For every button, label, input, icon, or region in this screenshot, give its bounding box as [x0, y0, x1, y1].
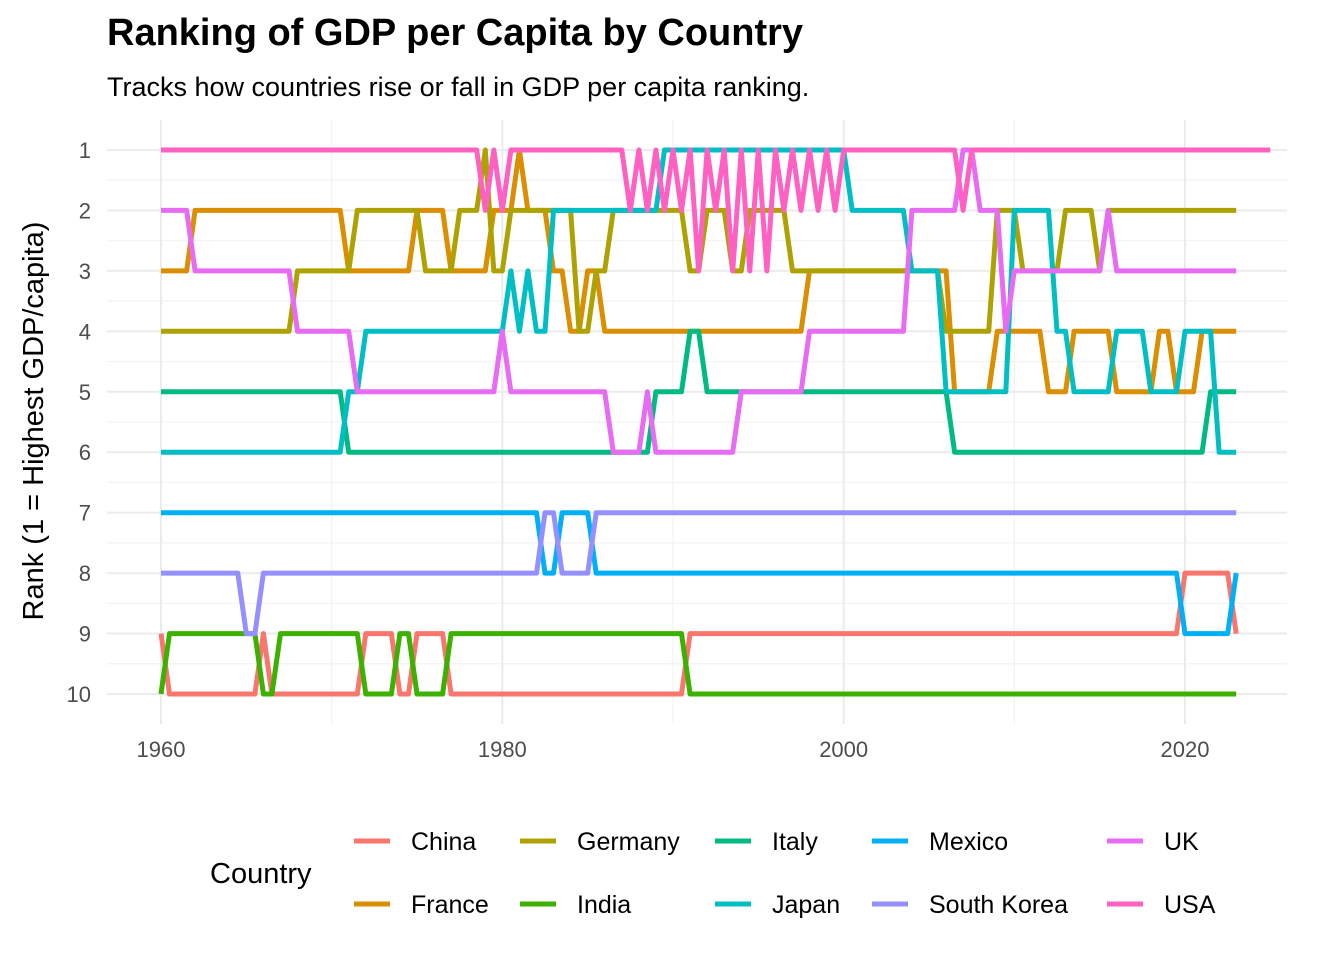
- y-tick-label: 7: [79, 501, 91, 526]
- y-tick-label: 2: [79, 198, 91, 223]
- chart-subtitle: Tracks how countries rise or fall in GDP…: [107, 72, 810, 102]
- legend-item: India: [520, 891, 631, 919]
- legend-item: France: [354, 891, 489, 919]
- y-tick-label: 1: [79, 138, 91, 163]
- legend-label: Mexico: [929, 828, 1008, 856]
- legend-title: Country: [210, 858, 312, 890]
- y-tick-label: 5: [79, 380, 91, 405]
- legend-item: Mexico: [872, 828, 1008, 856]
- legend-item: China: [354, 828, 476, 856]
- legend-item: UK: [1107, 828, 1199, 856]
- chart-title: Ranking of GDP per Capita by Country: [107, 12, 804, 54]
- series-line-japan: [161, 147, 1237, 455]
- legend-label: France: [411, 891, 489, 919]
- y-tick-label: 4: [79, 319, 91, 344]
- legend-label: South Korea: [929, 891, 1068, 919]
- y-tick-label: 9: [79, 622, 91, 647]
- legend-item: USA: [1107, 891, 1216, 919]
- series-line-italy: [161, 328, 1237, 455]
- y-tick-label: 6: [79, 440, 91, 465]
- series-line-china: [158, 570, 1239, 697]
- legend: Country China France Germany India Italy Japa…: [210, 828, 1216, 919]
- series-line-usa: [161, 147, 1271, 274]
- legend-label: Germany: [577, 828, 680, 856]
- legend-label: Italy: [772, 828, 818, 856]
- legend-label: India: [577, 891, 631, 919]
- legend-label: China: [411, 828, 476, 856]
- x-tick-label: 1980: [478, 737, 527, 762]
- legend-label: Japan: [772, 891, 840, 919]
- legend-item: Italy: [715, 828, 818, 856]
- legend-item: South Korea: [872, 891, 1068, 919]
- y-tick-label: 8: [79, 561, 91, 586]
- x-tick-label: 1960: [137, 737, 186, 762]
- legend-label: UK: [1164, 828, 1199, 856]
- series-line-mexico: [161, 510, 1239, 637]
- legend-label: USA: [1164, 891, 1216, 919]
- series-layer: [158, 147, 1271, 697]
- legend-item: Japan: [715, 891, 840, 919]
- series-line-south-korea: [161, 510, 1237, 637]
- axis-layer: 1960 1980 2000 2020 1 2 3 4 5 6 7 8 9 10: [67, 138, 1210, 762]
- x-tick-label: 2000: [819, 737, 868, 762]
- series-line-india: [158, 631, 1237, 697]
- y-axis-title: Rank (1 = Highest GDP/capita): [18, 222, 50, 621]
- legend-item: Germany: [520, 828, 680, 856]
- x-tick-label: 2020: [1161, 737, 1210, 762]
- series-line-uk: [161, 147, 1237, 455]
- y-tick-label: 10: [67, 682, 91, 707]
- y-tick-label: 3: [79, 259, 91, 284]
